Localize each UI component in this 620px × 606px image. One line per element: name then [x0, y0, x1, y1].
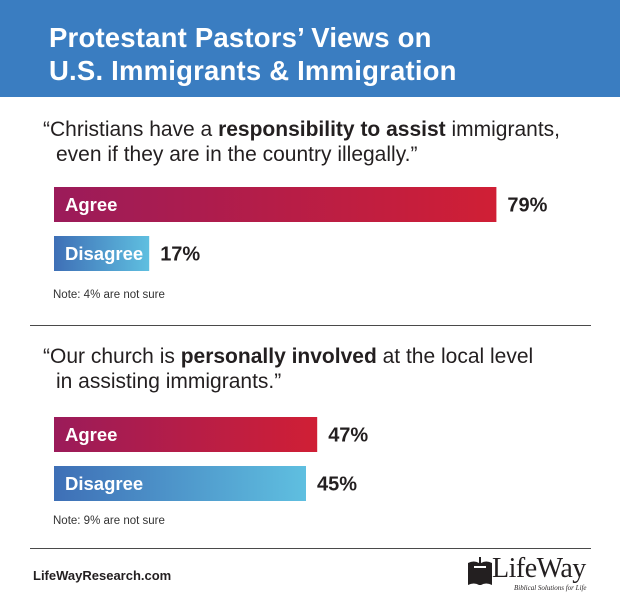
bar-category-label: Disagree — [65, 243, 143, 264]
page-title-line-1: Protestant Pastors’ Views on — [49, 22, 432, 53]
question-1-line-2: even if they are in the country illegall… — [56, 142, 418, 166]
footer-divider — [30, 548, 591, 549]
bar-agree — [54, 187, 497, 222]
page-title-line-2: U.S. Immigrants & Immigration — [49, 55, 457, 86]
header-banner: Protestant Pastors’ Views on U.S. Immigr… — [0, 0, 620, 97]
bar-chart-svg: Agree 79% Disagree 17% — [54, 187, 548, 271]
bar-category-label: Disagree — [65, 473, 143, 494]
question-1-line-1: “Christians have a responsibility to ass… — [43, 118, 561, 141]
website-link[interactable]: LifeWayResearch.com — [33, 568, 172, 583]
bar-disagree — [54, 236, 150, 271]
question-2-emphasis: personally involved — [180, 345, 377, 368]
bar-value-label: 47% — [328, 425, 368, 447]
logo-wordmark: LifeWay — [492, 553, 586, 584]
bar-category-label: Agree — [65, 194, 117, 215]
question-1-emphasis: responsibility to assist — [218, 118, 446, 141]
question-2-bar-chart: Agree 47% Disagree 45% — [0, 417, 620, 517]
bar-category-label: Agree — [65, 424, 117, 445]
logo-tagline: Biblical Solutions for Life — [514, 584, 587, 592]
question-2-line-2: in assisting immigrants.” — [56, 369, 282, 393]
question-1-note: Note: 4% are not sure — [53, 289, 165, 301]
bar-agree — [54, 417, 318, 452]
bar-value-label: 45% — [317, 474, 357, 496]
bar-chart-svg: Agree 47% Disagree 45% — [54, 417, 368, 501]
cross-book-icon — [468, 557, 492, 585]
question-2-text: “Our church is personally involved at th… — [43, 345, 603, 394]
question-2-note: Note: 9% are not sure — [53, 515, 165, 527]
question-2-line-1: “Our church is personally involved at th… — [43, 345, 534, 368]
section-divider — [30, 325, 591, 326]
question-1-bar-chart: Agree 79% Disagree 17% — [0, 187, 620, 287]
question-1-text: “Christians have a responsibility to ass… — [43, 118, 603, 167]
bar-value-label: 79% — [507, 195, 547, 217]
lifeway-logo: LifeWay Biblical Solutions for Life — [466, 553, 596, 597]
bar-value-label: 17% — [160, 244, 200, 266]
bar-disagree — [54, 466, 306, 501]
